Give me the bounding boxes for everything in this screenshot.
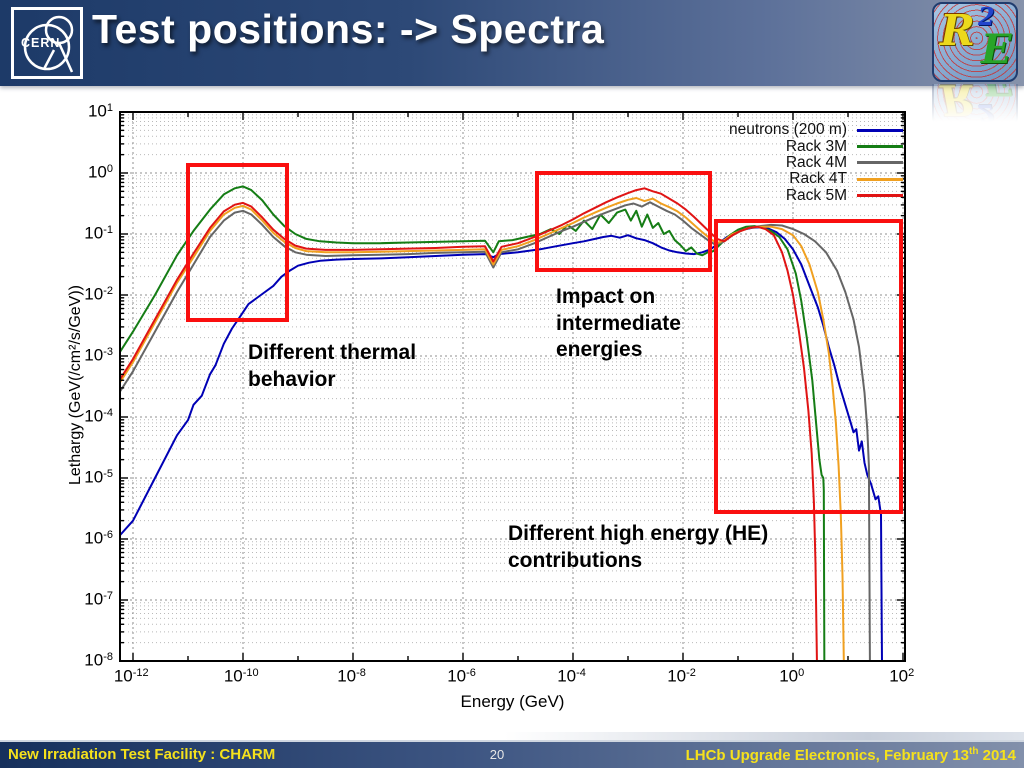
x-tick-label: 102 — [889, 666, 915, 686]
plot-frame — [119, 111, 906, 662]
r2e-logo-reflection: R 2 E — [932, 84, 1018, 128]
chart-annotation: Different thermal behavior — [248, 341, 417, 391]
x-tick-label: 10-6 — [447, 666, 476, 686]
axis-ticks — [120, 111, 905, 662]
chart-annotation: Impact on intermediate energies — [556, 285, 681, 362]
legend-line-swatch — [857, 194, 903, 198]
series-line — [120, 226, 883, 661]
y-tick-label: 101 — [87, 101, 113, 121]
legend-entry: Rack 3M — [640, 137, 906, 155]
r2e-letter-r: R — [940, 6, 975, 55]
x-tick-label: 10-4 — [557, 666, 586, 686]
y-tick-label: 100 — [87, 162, 113, 182]
r2e-letter-e: E — [981, 26, 1012, 73]
grid-lines — [120, 112, 905, 661]
legend-line-swatch — [857, 177, 903, 181]
legend-entry: neutrons (200 m) — [640, 121, 906, 139]
y-axis-label: Lethargy (GeV(/cm²/s/GeV)) — [67, 284, 84, 486]
x-tick-label: 10-8 — [337, 666, 366, 686]
r2e-logo-card: R 2 E — [932, 2, 1018, 82]
series-line — [120, 197, 845, 661]
footer-event-text: LHCb Upgrade Electronics, February 13th … — [685, 746, 1016, 764]
page-title: Test positions: -> Spectra — [92, 6, 605, 52]
r2e-logo: R 2 E R 2 E — [932, 2, 1022, 132]
legend-line-swatch — [857, 145, 903, 149]
plot-legend: neutrons (200 m) Rack 3M Rack 4M Rack 4T Rac… — [640, 121, 906, 204]
y-tick-label: 10-4 — [84, 406, 113, 426]
y-tick-label: 10-1 — [84, 223, 113, 243]
x-tick-label: 100 — [779, 666, 805, 686]
slide-footer: New Irradiation Test Facility : CHARM 20… — [0, 740, 1024, 768]
r2e-letter-two: 2 — [978, 2, 995, 31]
chart-annotation: Different high energy (HE) contributions — [508, 522, 769, 572]
page-number: 20 — [489, 747, 505, 762]
spectra-curves — [120, 185, 883, 661]
legend-entry: Rack 4M — [640, 153, 906, 171]
y-tick-label: 10-3 — [84, 345, 113, 365]
y-tick-label: 10-5 — [84, 467, 113, 487]
slide-header: CERN Test positions: -> Spectra — [0, 0, 1024, 86]
y-tick-label: 10-6 — [84, 528, 113, 548]
y-tick-label: 10-2 — [84, 284, 113, 304]
cern-rings-icon — [23, 15, 74, 73]
series-line — [120, 185, 826, 661]
highlight-box — [535, 171, 712, 272]
x-tick-label: 10-2 — [667, 666, 696, 686]
legend-label: neutrons (200 m) — [728, 121, 847, 139]
legend-label: Rack 4M — [785, 153, 847, 171]
highlight-box — [186, 163, 289, 322]
legend-line-swatch — [857, 128, 903, 132]
legend-label: Rack 3M — [785, 137, 847, 155]
footer-facility-text: New Irradiation Test Facility : CHARM — [8, 746, 276, 763]
y-tick-label: 10-8 — [84, 650, 113, 670]
cern-label: CERN — [21, 36, 61, 50]
legend-entry: Rack 4T — [640, 170, 906, 188]
x-tick-label: 10-10 — [223, 666, 259, 686]
legend-label: Rack 5M — [785, 186, 847, 204]
series-line — [120, 187, 818, 661]
legend-label: Rack 4T — [789, 170, 847, 188]
legend-line-swatch — [857, 161, 903, 165]
x-axis-label: Energy (GeV) — [460, 692, 565, 711]
y-tick-label: 10-7 — [84, 589, 113, 609]
series-line — [120, 201, 871, 661]
highlight-box — [714, 219, 903, 514]
x-tick-label: 10-12 — [113, 666, 149, 686]
legend-entry: Rack 5M — [640, 186, 906, 204]
footer-swoosh-decoration — [504, 732, 1024, 740]
cern-logo: CERN — [11, 7, 83, 79]
